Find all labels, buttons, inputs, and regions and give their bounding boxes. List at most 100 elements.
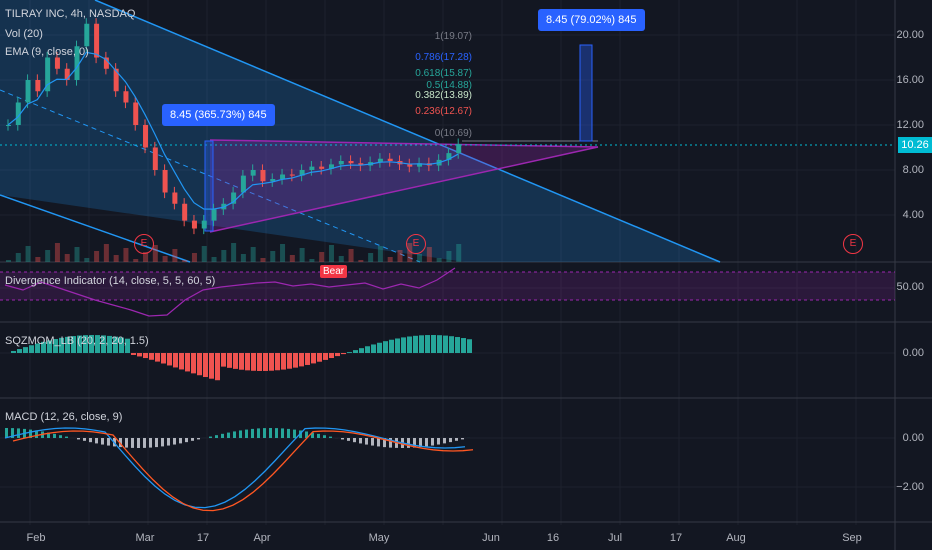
- macd-histogram: [131, 438, 134, 448]
- divergence-legend[interactable]: Divergence Indicator (14, close, 5, 5, 6…: [5, 275, 216, 287]
- candle-body: [456, 144, 462, 154]
- candle-body: [289, 174, 295, 176]
- volume-bar: [299, 248, 305, 262]
- macd-histogram: [17, 428, 20, 438]
- channel-fill: [0, 0, 720, 262]
- macd-line: [4, 427, 466, 509]
- candle-body: [103, 57, 109, 69]
- macd-histogram: [185, 438, 188, 443]
- fib-level-label: 1(19.07): [434, 31, 472, 42]
- squeeze-bar: [95, 335, 100, 353]
- vol-legend[interactable]: Vol (20): [5, 28, 43, 40]
- macd-histogram: [365, 438, 368, 445]
- macd-legend[interactable]: MACD (12, 26, close, 9): [5, 411, 123, 423]
- squeeze-bar: [173, 353, 178, 368]
- squeeze-bar: [389, 339, 394, 353]
- macd-histogram: [377, 438, 380, 447]
- macd-histogram: [455, 438, 458, 441]
- time-tick: Apr: [253, 532, 271, 544]
- time-tick: Sep: [842, 532, 862, 544]
- candle-body: [45, 57, 51, 92]
- price-tick: 8.00: [902, 164, 924, 176]
- measure-callout-left[interactable]: 8.45 (365.73%) 845: [162, 104, 275, 126]
- fib-level-label: 0.236(12.67): [415, 106, 472, 117]
- squeeze-bar: [65, 336, 70, 353]
- squeeze-bar: [83, 335, 88, 353]
- squeeze-bar: [413, 335, 418, 353]
- volume-bar: [358, 260, 364, 262]
- macd-histogram: [107, 438, 110, 446]
- triangle-top: [209, 139, 599, 148]
- macd-histogram: [137, 438, 140, 448]
- candle-body: [35, 80, 41, 92]
- macd-histogram: [11, 428, 14, 438]
- macd-histogram: [95, 438, 98, 444]
- price-tick: 16.00: [896, 74, 924, 86]
- candle-body: [6, 125, 11, 126]
- candle-body: [260, 170, 266, 182]
- measure-callout-right[interactable]: 8.45 (79.02%) 845: [538, 9, 645, 31]
- ema-legend[interactable]: EMA (9, close, 0): [5, 46, 89, 58]
- volume-bar: [84, 258, 90, 262]
- earnings-event-icon[interactable]: E: [843, 234, 863, 254]
- macd-histogram: [329, 436, 332, 438]
- volume-bar: [377, 246, 383, 262]
- squeeze-bar: [161, 353, 166, 364]
- candle-body: [84, 23, 90, 47]
- channel-bottom: [0, 194, 191, 263]
- fib-level-label: 0.382(13.89): [415, 90, 472, 101]
- macd-histogram: [119, 438, 122, 448]
- volume-bar: [74, 247, 80, 262]
- squeeze-bar: [17, 349, 22, 353]
- candle-body: [270, 179, 276, 182]
- candle-body: [358, 163, 364, 166]
- candle-body: [152, 147, 158, 170]
- macd-histogram: [167, 438, 170, 446]
- squeeze-bar: [365, 346, 370, 353]
- volume-bar: [35, 257, 41, 262]
- squeeze-bar: [407, 336, 412, 353]
- macd-histogram: [101, 438, 104, 445]
- squeeze-bar: [467, 339, 472, 353]
- candle-body: [143, 125, 149, 148]
- squeeze-bar: [71, 336, 76, 353]
- volume-bar: [6, 260, 11, 262]
- squeeze-bar: [191, 353, 196, 374]
- squeeze-bar: [425, 335, 430, 353]
- volume-bar: [182, 260, 188, 262]
- squeeze-bar: [449, 336, 454, 353]
- volume-bar: [319, 252, 325, 262]
- macd-histogram: [305, 431, 308, 438]
- squeeze-bar: [461, 338, 466, 353]
- macd-histogram: [197, 438, 200, 440]
- current-price-tag: 10.26: [898, 137, 932, 153]
- squeeze-bar: [23, 347, 28, 353]
- earnings-event-icon[interactable]: E: [406, 234, 426, 254]
- macd-histogram: [161, 438, 164, 447]
- macd-histogram: [413, 438, 416, 448]
- squeeze-bar: [251, 353, 256, 371]
- macd-histogram: [209, 436, 212, 438]
- macd-tick: 0.00: [902, 432, 924, 444]
- squeeze-bar: [377, 342, 382, 353]
- squeeze-bar: [317, 353, 322, 362]
- earnings-event-icon[interactable]: E: [134, 234, 154, 254]
- candle-body: [74, 46, 80, 80]
- sqzmom-legend[interactable]: SQZMOM_LB (20, 2, 20, 1.5): [5, 335, 149, 347]
- squeeze-bar: [371, 344, 376, 353]
- volume-bar: [221, 250, 227, 262]
- ema-line: [7, 51, 459, 210]
- bear-signal-label: Bear: [320, 265, 348, 278]
- volume-bar: [436, 258, 442, 262]
- candle-body: [387, 158, 393, 161]
- macd-histogram: [239, 430, 242, 438]
- squeeze-bar: [281, 353, 286, 370]
- macd-histogram: [449, 438, 452, 443]
- squeeze-bar: [311, 353, 316, 364]
- time-tick: Aug: [726, 532, 746, 544]
- volume-bar: [426, 247, 432, 262]
- squeeze-bar: [419, 335, 424, 353]
- divergence-band: [0, 272, 895, 300]
- candle-body: [172, 192, 178, 204]
